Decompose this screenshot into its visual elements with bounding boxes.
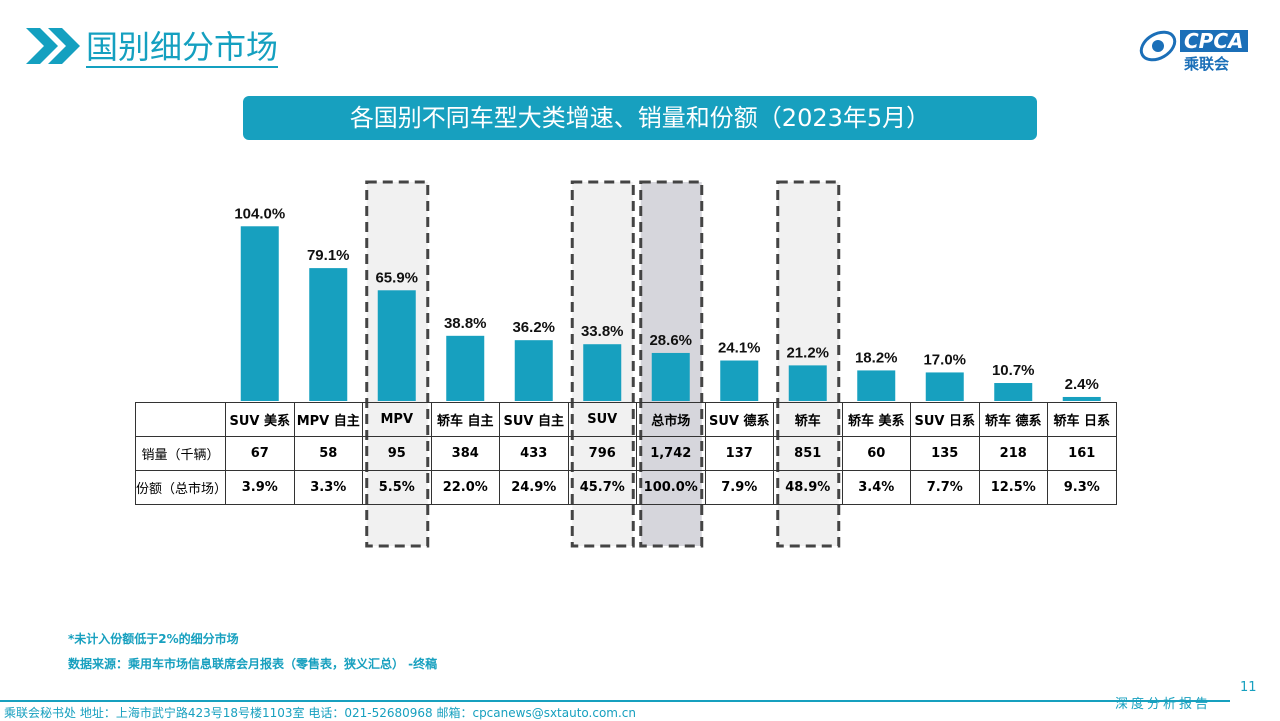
cpca-logo: CPCA 乘联会 <box>1136 24 1261 73</box>
data-label: 65.9% <box>375 269 418 286</box>
footnote: *未计入份额低于2%的细分市场 <box>68 632 239 646</box>
sales-cell: 161 <box>1047 436 1117 471</box>
sales-cell: 67 <box>225 436 295 471</box>
data-label: 18.2% <box>855 349 898 366</box>
footer-address: 乘联会秘书处 地址：上海市武宁路423号18号楼1103室 电话：021-526… <box>4 706 637 720</box>
table-row-share: 份额（总市场） 3.9% 3.3% 5.5% 22.0% 24.9% 45.7% 100.0%… <box>135 470 1117 505</box>
data-label: 33.8% <box>581 323 624 340</box>
sales-cell: 135 <box>910 436 980 471</box>
category-cell: 轿车 德系 <box>978 402 1048 437</box>
category-cell: MPV <box>362 402 432 437</box>
bar <box>446 335 485 401</box>
sales-cell: 58 <box>293 436 363 471</box>
data-label: 79.1% <box>307 247 350 264</box>
sales-cell: 851 <box>773 436 843 471</box>
logo-emblem-icon <box>1139 30 1177 62</box>
share-cell: 5.5% <box>362 470 432 505</box>
bar <box>377 290 416 401</box>
page-title: 国别细分市场 <box>86 28 279 68</box>
share-cell: 3.9% <box>225 470 295 505</box>
data-label: 10.7% <box>992 362 1035 379</box>
report-tag: 深度分析报告 <box>1115 697 1212 712</box>
row-label: 份额（总市场） <box>135 470 227 505</box>
bar <box>583 344 622 401</box>
sales-cell: 1,742 <box>636 436 706 471</box>
bar <box>925 372 964 401</box>
bar <box>720 360 759 401</box>
bar <box>514 340 553 401</box>
bar <box>1062 396 1101 401</box>
category-cell: 轿车 美系 <box>841 402 911 437</box>
category-cell: SUV <box>567 402 637 437</box>
table-row-sales: 销量（千辆） 67 58 95 384 433 796 1,742 137 851 60 135 218… <box>135 436 1117 471</box>
category-cell: 总市场 <box>636 402 706 437</box>
category-cell: MPV 自主 <box>293 402 363 437</box>
share-cell: 45.7% <box>567 470 637 505</box>
sales-cell: 433 <box>499 436 569 471</box>
chart-banner-title: 各国别不同车型大类增速、销量和份额（2023年5月） <box>243 96 1037 140</box>
share-cell: 7.9% <box>704 470 774 505</box>
data-label: 21.2% <box>786 344 829 361</box>
share-cell: 22.0% <box>430 470 500 505</box>
data-label: 28.6% <box>649 332 692 349</box>
sales-cell: 60 <box>841 436 911 471</box>
share-cell: 7.7% <box>910 470 980 505</box>
sales-cell: 796 <box>567 436 637 471</box>
data-label: 2.4% <box>1065 376 1099 393</box>
data-label: 17.0% <box>923 351 966 368</box>
bar <box>857 370 896 401</box>
data-label: 24.1% <box>718 340 761 357</box>
bar <box>994 383 1033 401</box>
bar <box>309 268 348 401</box>
share-cell: 9.3% <box>1047 470 1117 505</box>
sales-cell: 137 <box>704 436 774 471</box>
data-label: 36.2% <box>512 319 555 336</box>
share-cell: 48.9% <box>773 470 843 505</box>
share-cell: 12.5% <box>978 470 1048 505</box>
table-header-row: SUV 美系 MPV 自主 MPV 轿车 自主 SUV 自主 SUV 总市场 SUV 德系 轿车… <box>135 402 1117 437</box>
logo-text: CPCA <box>1180 30 1248 52</box>
category-cell: SUV 自主 <box>499 402 569 437</box>
sales-cell: 384 <box>430 436 500 471</box>
category-cell: 轿车 <box>773 402 843 437</box>
data-label: 104.0% <box>234 205 285 222</box>
sales-cell: 95 <box>362 436 432 471</box>
logo-cn: 乘联会 <box>1184 55 1230 73</box>
category-cell: SUV 德系 <box>704 402 774 437</box>
sales-cell: 218 <box>978 436 1048 471</box>
data-source: 数据来源：乘用车市场信息联席会月报表（零售表，狭义汇总） -终稿 <box>68 657 438 671</box>
page-number: 11 <box>1240 680 1257 695</box>
share-cell: 24.9% <box>499 470 569 505</box>
category-cell: SUV 美系 <box>225 402 295 437</box>
share-cell: 3.3% <box>293 470 363 505</box>
data-label: 38.8% <box>444 315 487 332</box>
category-cell: 轿车 日系 <box>1047 402 1117 437</box>
category-cell: SUV 日系 <box>910 402 980 437</box>
double-chevron-icon <box>26 28 80 64</box>
row-label: 销量（千辆） <box>135 436 226 471</box>
table-corner <box>135 402 226 437</box>
bar <box>240 226 279 401</box>
data-table: SUV 美系 MPV 自主 MPV 轿车 自主 SUV 自主 SUV 总市场 SUV 德系 轿车… <box>135 402 1117 505</box>
bar <box>788 365 827 401</box>
category-cell: 轿车 自主 <box>430 402 500 437</box>
share-cell: 3.4% <box>841 470 911 505</box>
bar <box>651 352 690 401</box>
footer-divider <box>0 700 1230 702</box>
share-cell: 100.0% <box>636 470 706 505</box>
